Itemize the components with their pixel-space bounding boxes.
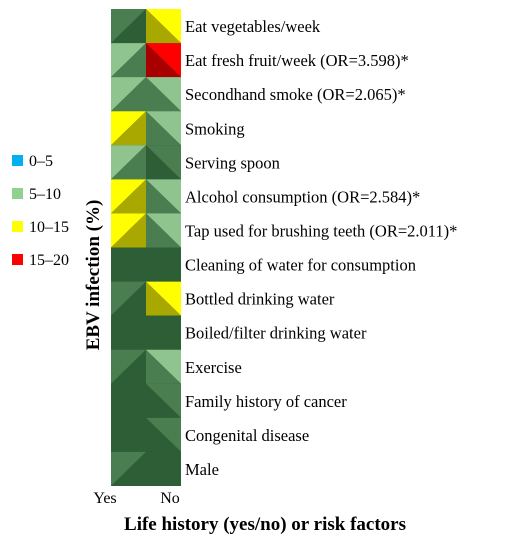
category-label: Congenital disease	[185, 426, 309, 445]
category-label: Exercise	[185, 358, 242, 377]
legend-swatch	[12, 188, 23, 199]
category-labels: Eat vegetables/week Eat fresh fruit/week …	[185, 17, 457, 479]
heatmap-cell-shade	[111, 179, 146, 214]
legend-label: 10–15	[29, 219, 69, 236]
x-tick-label: No	[160, 490, 180, 507]
heatmap-cell-shade	[146, 213, 181, 248]
heatmap-cell	[146, 451, 181, 486]
x-axis-title: Life history (yes/no) or risk factors	[124, 514, 406, 535]
category-label: Alcohol consumption (OR=2.584)*	[185, 187, 420, 206]
x-tick-label: Yes	[93, 490, 116, 507]
legend-swatch	[12, 221, 23, 232]
heatmap-cell	[146, 179, 181, 214]
heatmap-cell-shade	[111, 213, 146, 248]
heatmap-cell-shade	[146, 349, 181, 384]
legend-label: 5–10	[29, 186, 61, 203]
heatmap-cell-shade	[111, 383, 146, 418]
heatmap-cell-shade	[111, 417, 146, 452]
heatmap-cell-shade	[111, 145, 146, 180]
heatmap-cell-shade	[111, 349, 146, 384]
category-label: Eat fresh fruit/week (OR=3.598)*	[185, 51, 409, 70]
heatmap-cell-shade	[146, 9, 181, 44]
legend-label: 15–20	[29, 252, 69, 269]
category-label: Family history of cancer	[185, 392, 347, 411]
category-label: Boiled/filter drinking water	[185, 324, 367, 343]
heatmap-cell	[111, 179, 146, 214]
legend-swatch	[12, 254, 23, 265]
heatmap-cell-shade	[146, 179, 181, 214]
heatmap-cell-shade	[111, 77, 146, 112]
category-label: Cleaning of water for consumption	[185, 256, 416, 275]
heatmap-cell	[146, 315, 181, 350]
heatmap-cell	[146, 111, 181, 146]
heatmap-cell-shade	[146, 247, 181, 282]
heatmap-cell-shade	[146, 451, 181, 486]
legend: 0–5 5–10 10–15 15–20	[12, 153, 69, 269]
heatmap-cell-shade	[111, 9, 146, 44]
heatmap-cell	[111, 383, 146, 418]
category-label: Secondhand smoke (OR=2.065)*	[185, 85, 406, 104]
heatmap-cell-shade	[111, 315, 146, 350]
heatmap-cell-shade	[146, 111, 181, 146]
heatmap-cell-shade	[111, 43, 146, 78]
heatmap-cell	[146, 43, 181, 78]
heatmap-cell-shade	[146, 145, 181, 180]
heatmap-surface	[111, 9, 181, 486]
category-label: Tap used for brushing teeth (OR=2.011)*	[185, 221, 457, 240]
heatmap-cell	[111, 213, 146, 248]
heatmap-cell	[111, 145, 146, 180]
heatmap-cell	[111, 111, 146, 146]
category-label: Male	[185, 460, 219, 479]
heatmap-cell-shade	[146, 383, 181, 418]
heatmap-cell	[146, 145, 181, 180]
heatmap-cell	[146, 213, 181, 248]
legend-label: 0–5	[29, 153, 53, 170]
legend-swatch	[12, 155, 23, 166]
heatmap-cell	[146, 247, 181, 282]
heatmap-cell	[111, 247, 146, 282]
heatmap-cell	[111, 315, 146, 350]
y-axis-title: EBV infection (%)	[83, 200, 104, 351]
heatmap-cell-shade	[111, 281, 146, 316]
heatmap-cell	[111, 451, 146, 486]
category-label: Eat vegetables/week	[185, 17, 321, 36]
heatmap-cell-shade	[146, 417, 181, 452]
heatmap-cell-shade	[146, 281, 181, 316]
heatmap-cell-shade	[111, 451, 146, 486]
heatmap-cell-shade	[146, 315, 181, 350]
category-label: Serving spoon	[185, 153, 280, 172]
x-axis-ticks: Yes No	[93, 490, 179, 507]
heatmap-cell-shade	[111, 111, 146, 146]
heatmap-cell	[146, 383, 181, 418]
heatmap-cell-shade	[146, 77, 181, 112]
category-label: Bottled drinking water	[185, 290, 335, 309]
heatmap-cell-shade	[146, 43, 181, 78]
category-label: Smoking	[185, 119, 245, 138]
heatmap-cell-shade	[111, 247, 146, 282]
